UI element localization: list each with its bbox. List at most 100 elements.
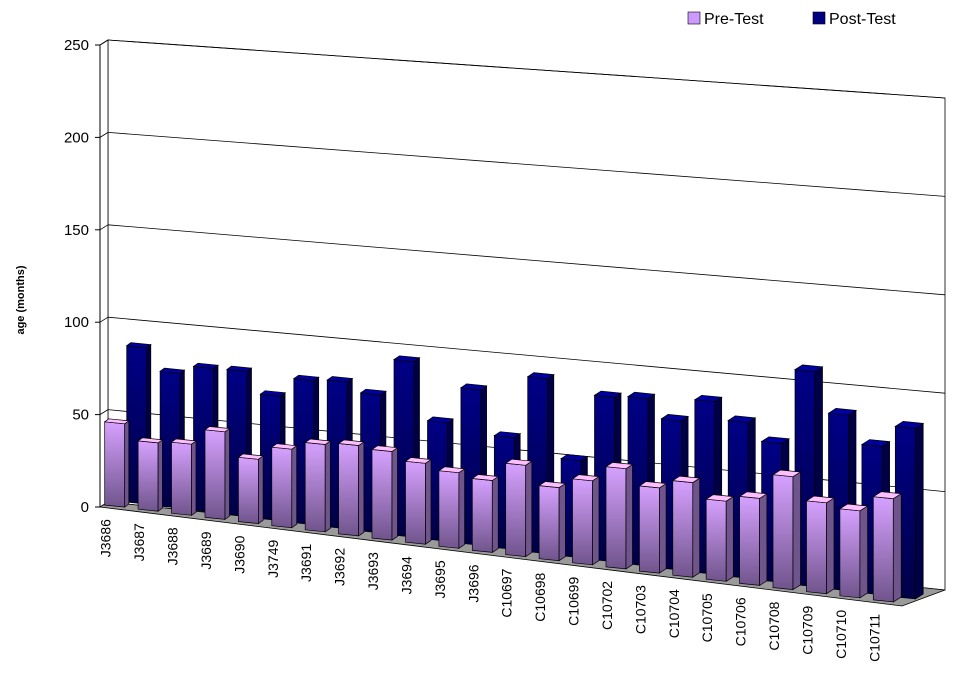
x-tick-label: C10705: [699, 593, 715, 642]
bars: [103, 342, 925, 603]
bar-pre-test-C10703-top: [638, 481, 668, 489]
bar-pre-test-C10705-front: [705, 498, 727, 582]
bar-post-test-J3689-top: [226, 365, 253, 372]
bar-pre-test-C10704: [671, 475, 701, 578]
bar-pre-test-J3686-front: [104, 421, 126, 508]
bar-pre-test-C10698-top: [538, 481, 567, 488]
bar-pre-test-C10702-side: [625, 463, 633, 570]
x-tick-label: C10699: [566, 577, 582, 626]
bar-pre-test-J3694-front: [405, 460, 426, 545]
gridline-side: [99, 132, 109, 138]
bar-pre-test-J3695-side: [458, 468, 465, 549]
bar-post-test-J3749-top: [292, 374, 320, 381]
bar-pre-test-J3688: [170, 438, 197, 516]
bar-pre-test-C10705: [705, 494, 735, 582]
x-tick-label: J3691: [298, 544, 314, 582]
bar-pre-test-J3690: [237, 453, 265, 525]
y-tick-label: 150: [64, 222, 89, 239]
bar-pre-test-C10703-front: [639, 485, 660, 574]
bar-pre-test-C10710: [838, 503, 869, 599]
bar-pre-test-J3692-front: [338, 443, 359, 537]
bar-pre-test-C10709: [805, 495, 836, 595]
bar-pre-test-J3686: [103, 418, 130, 508]
bar-pre-test-C10709-top: [805, 495, 836, 504]
bar-pre-test-C10699-side: [592, 475, 600, 566]
y-tick-label: 100: [64, 314, 89, 331]
bar-post-test-J3696-top: [493, 431, 522, 438]
bar-pre-test-J3695-front: [438, 470, 460, 549]
bar-pre-test-J3691-side: [324, 440, 331, 533]
bar-pre-test-C10697-side: [525, 460, 533, 558]
bar-pre-test-J3687-side: [157, 439, 163, 512]
bar-pre-test-C10708-front: [772, 474, 794, 590]
bar-pre-test-C10706: [738, 491, 768, 587]
x-tick-label: J3693: [365, 552, 381, 590]
bar-pre-test-J3686-top: [103, 418, 130, 425]
bar-post-test-C10709-top: [827, 408, 858, 416]
bar-pre-test-J3689-side: [224, 427, 230, 521]
bar-pre-test-J3749: [270, 443, 298, 529]
bar-post-test-C10704-top: [693, 394, 723, 403]
bar-post-test-C10711-top: [894, 421, 925, 429]
bar-pre-test-C10698: [538, 481, 567, 562]
bar-post-test-J3691-top: [326, 376, 354, 383]
bar-pre-test-C10708-top: [771, 469, 802, 478]
bar-pre-test-J3696: [471, 474, 500, 554]
x-axis-categories: J3686 J3687 J3688 J3689 J3690 J3749 J3691 J3692…: [98, 519, 883, 662]
bar-pre-test-J3694: [404, 457, 432, 545]
bar-post-test-J3690-top: [259, 390, 287, 397]
x-tick-label: J3696: [465, 564, 481, 602]
bar-post-test-J3695-top: [459, 383, 488, 391]
bar-post-test-J3692-top: [359, 388, 387, 396]
bar-pre-test-J3692-side: [358, 441, 365, 537]
bar-post-test-C10702-top: [626, 391, 656, 399]
x-tick-label: C10711: [866, 614, 882, 662]
bar-post-test-J3686-top: [125, 342, 152, 349]
bar-pre-test-J3690-front: [238, 456, 259, 524]
x-tick-label: J3749: [265, 540, 281, 578]
bar-pre-test-J3687: [137, 437, 164, 512]
bar-pre-test-J3693-front: [371, 449, 393, 541]
bar-pre-test-C10697: [504, 458, 533, 558]
bar-pre-test-C10699: [571, 474, 601, 566]
bar-post-test-C10703-top: [660, 414, 690, 422]
legend-swatch-pre-test: [687, 11, 701, 25]
bar-pre-test-C10708-side: [792, 471, 801, 591]
bar-pre-test-C10710-side: [859, 505, 868, 599]
bar-post-test-C10699-top: [593, 390, 623, 398]
x-tick-label: C10706: [733, 597, 749, 646]
bar-pre-test-J3693-side: [391, 447, 398, 541]
bar-pre-test-C10706-top: [738, 491, 768, 499]
bar-pre-test-J3749-top: [270, 443, 298, 450]
gridline: [107, 39, 946, 99]
bar-pre-test-J3689-top: [204, 426, 231, 433]
x-tick-label: C10698: [532, 572, 548, 621]
bar-pre-test-J3691: [304, 438, 332, 533]
bar-pre-test-C10711: [872, 491, 903, 603]
bar-pre-test-J3696-front: [471, 478, 493, 553]
bar-pre-test-C10702-top: [604, 462, 634, 470]
bar-pre-test-J3690-side: [258, 455, 264, 525]
bar-pre-test-C10711-front: [872, 496, 894, 603]
bar-pre-test-J3693: [371, 445, 399, 541]
bar-pre-test-J3696-side: [491, 475, 499, 554]
x-tick-label: J3695: [432, 560, 448, 598]
bar-pre-test-J3688-side: [191, 440, 197, 516]
bar-pre-test-J3691-front: [304, 442, 326, 533]
gridline-side: [99, 316, 109, 323]
bar-pre-test-C10704-front: [672, 480, 694, 578]
bar-pre-test-J3687-front: [137, 440, 159, 512]
bar-pre-test-C10697-front: [505, 462, 527, 557]
legend: Pre-Test Post-Test: [687, 11, 896, 28]
bar-pre-test-J3749-front: [271, 446, 293, 529]
bar-post-test-C10710-top: [860, 439, 891, 447]
bar-pre-test-C10704-top: [671, 475, 701, 483]
bar-post-test-J3688-top: [192, 362, 219, 369]
x-tick-label: C10702: [599, 581, 615, 630]
bar-pre-test-J3692: [337, 439, 365, 537]
bar-pre-test-J3690-top: [237, 453, 265, 460]
bar-pre-test-C10710-top: [838, 503, 869, 512]
bar-pre-test-J3691-top: [304, 438, 332, 445]
x-tick-label: C10704: [666, 589, 682, 638]
